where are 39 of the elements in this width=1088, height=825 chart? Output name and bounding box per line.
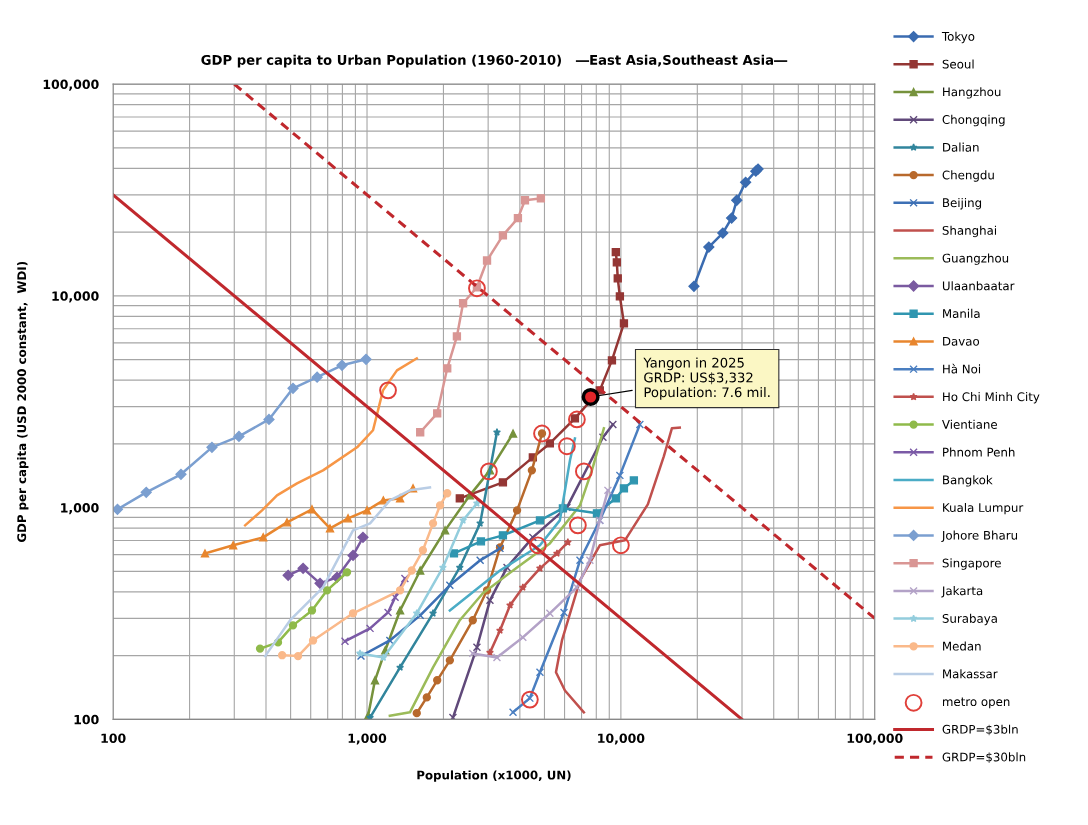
x-tick-label: 10,000 — [598, 733, 645, 745]
legend-label: Davao — [943, 336, 980, 346]
legend-label: Kuala Lumpur — [943, 502, 1024, 515]
x-tick-label: 1,000 — [348, 733, 387, 745]
legend-label: Seoul — [942, 59, 974, 69]
y-tick-label: 100 — [74, 714, 99, 725]
y-tick-label: 1,000 — [61, 503, 99, 515]
legend-label: Phnom Penh — [943, 447, 1015, 457]
y-tick-label: 100,000 — [43, 79, 99, 91]
legend-label: GRDP=$30bln — [942, 752, 1026, 764]
legend-label: Makassar — [943, 669, 998, 679]
legend-label: Tokyo — [941, 31, 975, 44]
legend-label: Hangzhou — [943, 87, 1001, 99]
x-tick-label: 100,000 — [847, 733, 903, 745]
legend-label: Manila — [943, 308, 980, 319]
legend-label: Vientiane — [942, 419, 998, 429]
legend-label: Singapore — [942, 558, 1001, 570]
legend-label: Medan — [943, 641, 981, 651]
legend-label: Shanghai — [942, 225, 996, 238]
legend-label: Guangzhou — [942, 253, 1009, 265]
legend-label: Jakarta — [941, 586, 983, 598]
y-axis-title: GDP per capita (USD 2000 constant, WDI) — [17, 261, 29, 543]
legend-label: Bangkok — [943, 475, 993, 487]
x-axis-title: Population (x1000, UN) — [417, 770, 571, 782]
legend-label: Hà Noi — [943, 363, 981, 374]
x-tick-label: 100 — [101, 733, 126, 743]
chart-title: GDP per capita to Urban Population (1960-2010) ―East Asia,Southeast Asia― — [201, 54, 788, 68]
legend-label: Chongqing — [942, 114, 1005, 127]
annotation: Yangon in 2025 GRDP: US$3,332 Population: 7.6 mil. — [643, 357, 770, 400]
legend-label: Beijing — [943, 198, 982, 210]
legend-label: Chengdu — [942, 170, 994, 182]
y-tick-label: 10,000 — [52, 291, 99, 303]
legend-label: Surabaya — [942, 613, 997, 626]
legend-label: Johore Bharu — [941, 530, 1018, 542]
legend-label: metro open — [943, 697, 1010, 709]
legend-label: Ho Chi Minh City — [943, 392, 1040, 404]
legend-label: GRDP=$3bln — [942, 724, 1018, 736]
legend-label: Dalian — [943, 142, 979, 152]
legend-label: Ulaanbaatar — [942, 281, 1015, 291]
